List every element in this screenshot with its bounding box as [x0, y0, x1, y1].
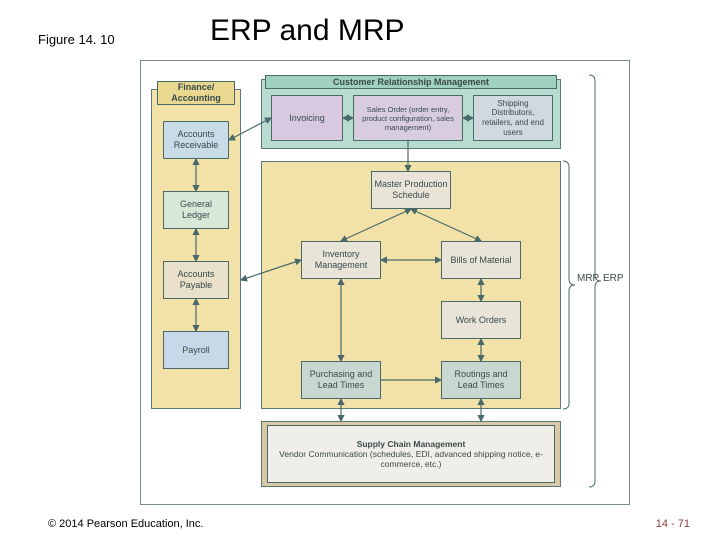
figure-label: Figure 14. 10	[38, 32, 115, 47]
scm-header: Supply Chain Management	[270, 439, 552, 449]
sales-order-box: Sales Order (order entry, product config…	[353, 95, 463, 141]
erp-bracket-label: ERP	[603, 273, 624, 284]
page-number: 14 - 71	[656, 518, 690, 530]
routings-box: Routings and Lead Times	[441, 361, 521, 399]
page-title: ERP and MRP	[210, 14, 405, 48]
scm-body: Vendor Communication (schedules, EDI, ad…	[270, 449, 552, 469]
copyright: © 2014 Pearson Education, Inc.	[48, 518, 203, 530]
shipping-box: Shipping Distributors, retailers, and en…	[473, 95, 553, 141]
scm-box: Supply Chain Management Vendor Communica…	[267, 425, 555, 483]
inventory-management-box: Inventory Management	[301, 241, 381, 279]
mrp-bracket-label: MRP	[577, 273, 599, 284]
erp-mrp-diagram: Finance/ Accounting Accounts Receivable …	[140, 60, 630, 505]
crm-header: Customer Relationship Management	[265, 75, 557, 89]
work-orders-box: Work Orders	[441, 301, 521, 339]
master-production-schedule-box: Master Production Schedule	[371, 171, 451, 209]
payroll-box: Payroll	[163, 331, 229, 369]
accounts-payable-box: Accounts Payable	[163, 261, 229, 299]
purchasing-box: Purchasing and Lead Times	[301, 361, 381, 399]
accounts-receivable-box: Accounts Receivable	[163, 121, 229, 159]
finance-header: Finance/ Accounting	[157, 81, 235, 105]
bills-of-material-box: Bills of Material	[441, 241, 521, 279]
invoicing-box: Invoicing	[271, 95, 343, 141]
general-ledger-box: General Ledger	[163, 191, 229, 229]
